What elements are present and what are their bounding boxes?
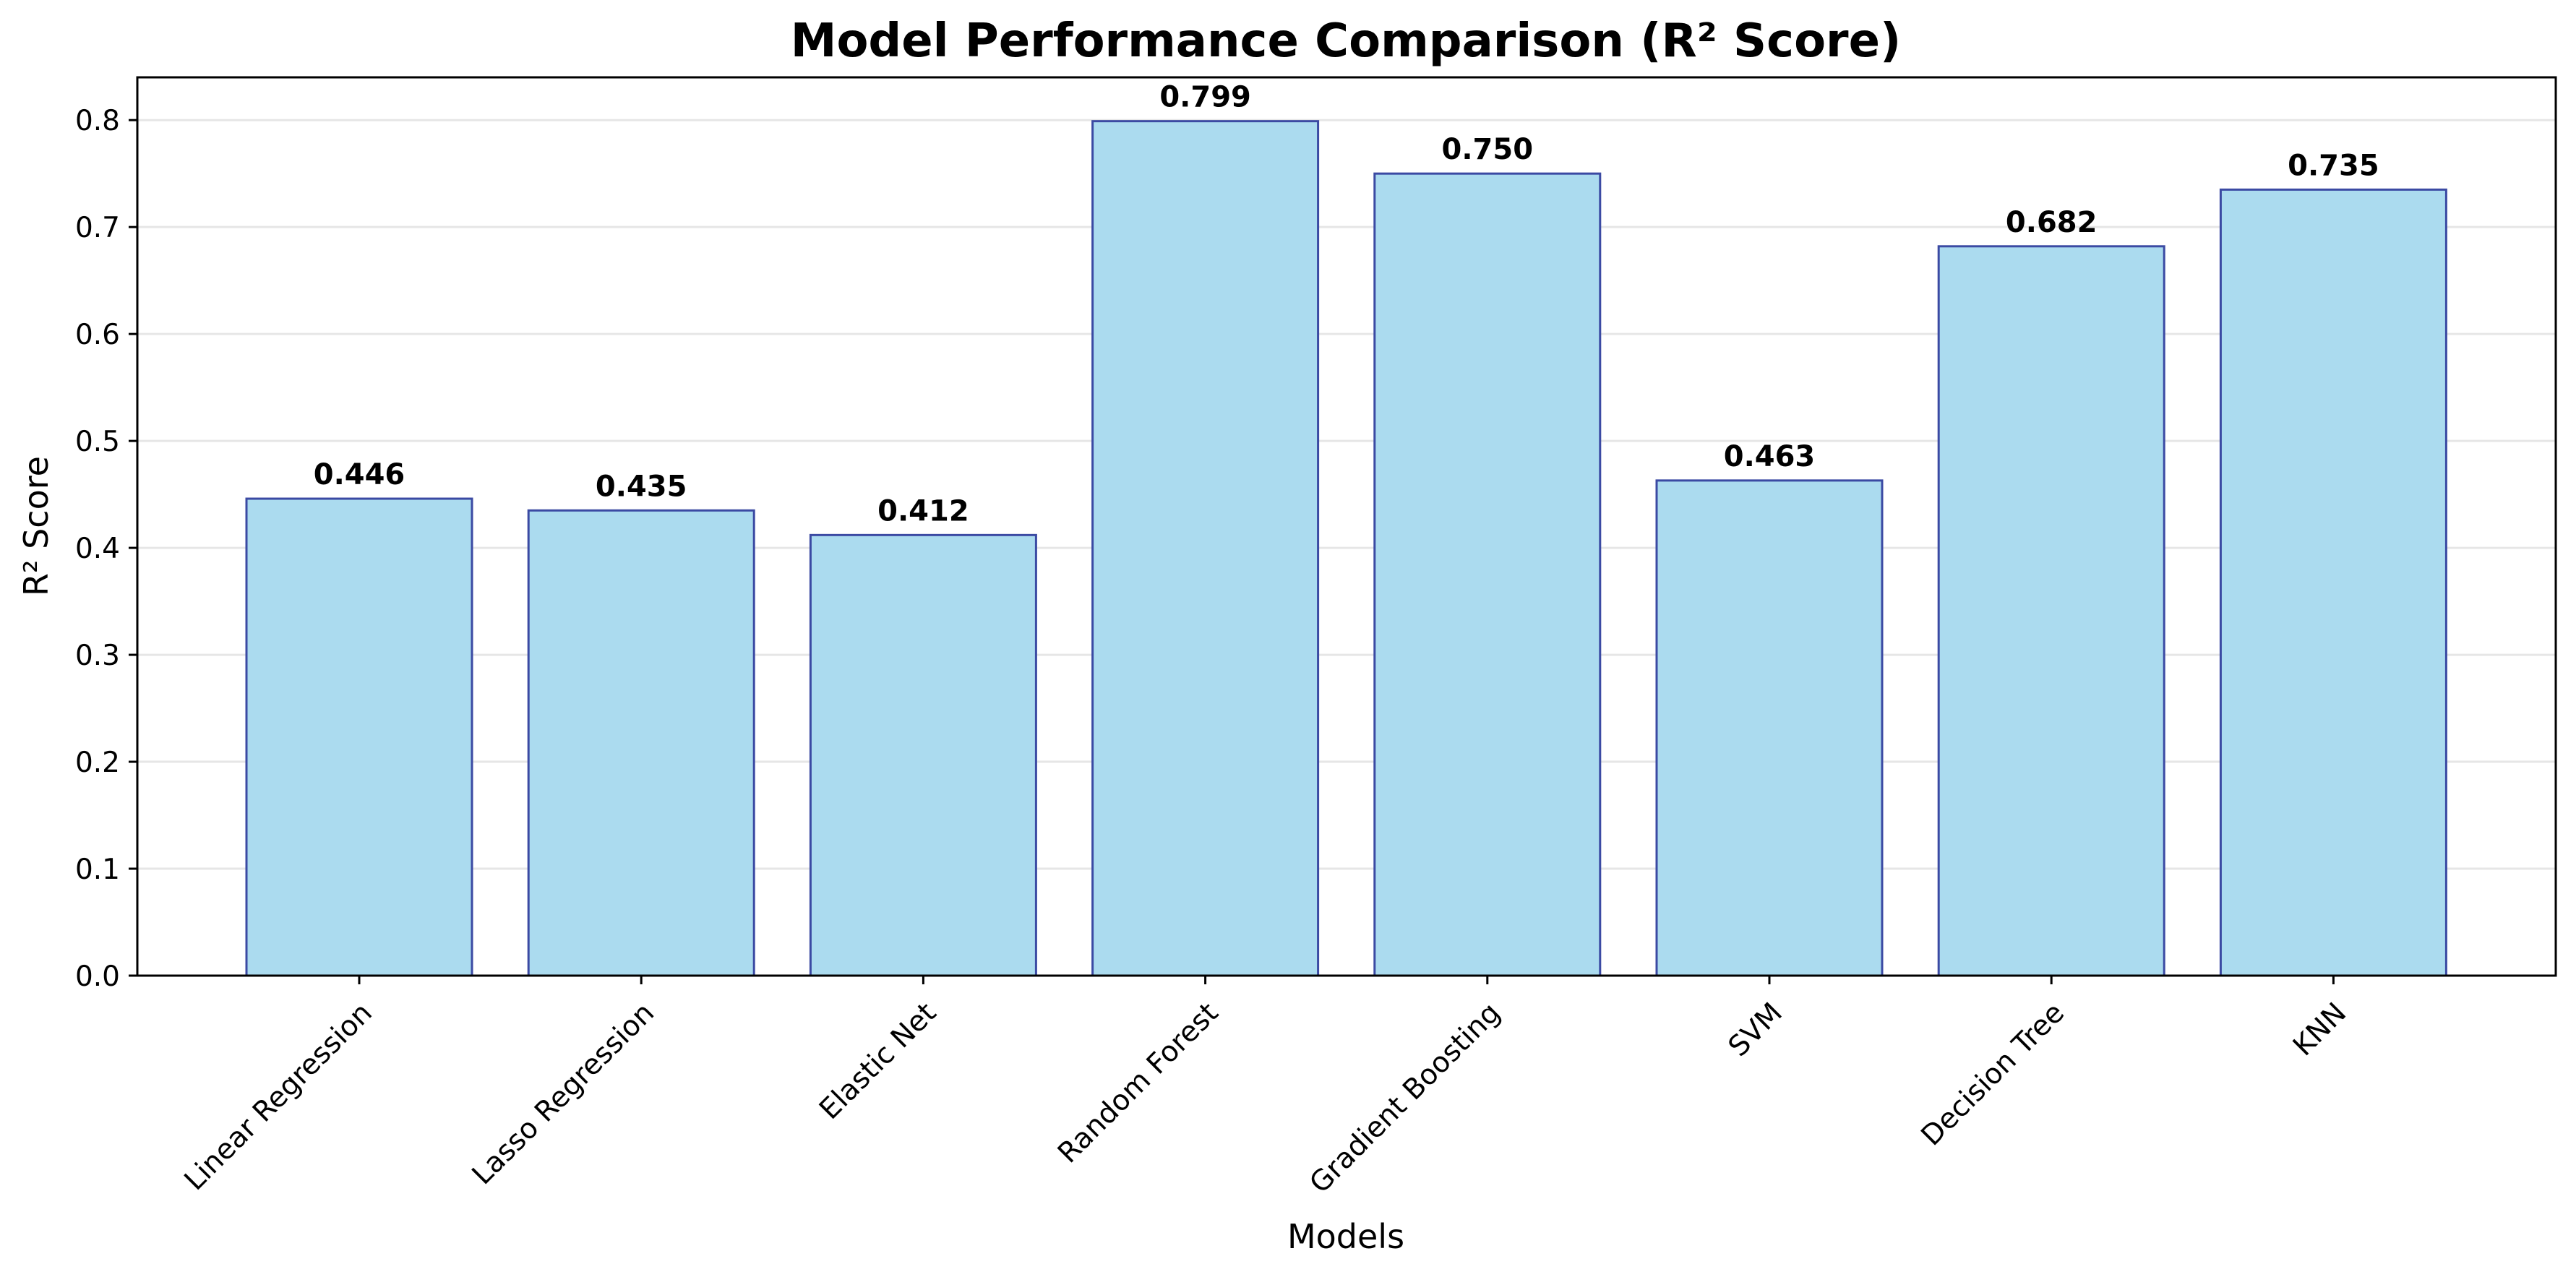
y-tick-label: 0.5 — [75, 426, 120, 458]
bar-value-label: 0.435 — [596, 470, 687, 503]
y-tick-label: 0.0 — [75, 960, 120, 993]
y-axis-ticks: 0.0 0.1 0.2 0.3 0.4 0.5 0.6 0.7 0.8 — [75, 105, 137, 993]
bar — [527, 509, 755, 977]
y-tick-label: 0.2 — [75, 747, 120, 779]
bars — [245, 120, 2447, 977]
chart-title: Model Performance Comparison (R² Score) — [791, 14, 1902, 68]
y-tick-label: 0.8 — [75, 105, 120, 137]
bar — [809, 533, 1037, 977]
y-tick-label: 0.1 — [75, 854, 120, 886]
bar — [1091, 120, 1320, 977]
bar-value-label: 0.446 — [314, 458, 405, 491]
bar-value-label: 0.750 — [1442, 133, 1534, 166]
bar-value-label: 0.799 — [1159, 81, 1251, 114]
bar-value-label: 0.735 — [2288, 149, 2379, 182]
x-axis-ticks: Linear Regression Lasso Regression Elastic… — [179, 976, 2353, 1200]
x-tick-label: Random Forest — [1052, 997, 1224, 1169]
x-tick-label: Elastic Net — [813, 997, 943, 1126]
x-tick-label: Linear Regression — [179, 997, 379, 1197]
bar-value-label: 0.682 — [2006, 206, 2098, 239]
bar — [2219, 188, 2447, 977]
x-tick-label: SVM — [1722, 997, 1789, 1063]
bar-value-label: 0.463 — [1724, 440, 1816, 473]
y-tick-label: 0.7 — [75, 212, 120, 244]
grid-lines — [137, 119, 2556, 977]
x-tick-label: Decision Tree — [1915, 997, 2071, 1152]
x-tick-label: Lasso Regression — [466, 997, 661, 1191]
bar — [245, 497, 473, 977]
x-axis-label: Models — [1287, 1217, 1404, 1256]
y-tick-label: 0.4 — [75, 533, 120, 565]
plot-frame — [136, 76, 2557, 977]
y-tick-label: 0.3 — [75, 640, 120, 672]
bar-value-label: 0.412 — [877, 494, 969, 528]
x-tick-label: Gradient Boosting — [1304, 997, 1507, 1200]
x-tick-label: KNN — [2287, 997, 2353, 1062]
bar — [1937, 245, 2165, 977]
bar — [1373, 172, 1602, 977]
y-axis-label: R² Score — [17, 456, 56, 596]
bar-value-labels: 0.446 0.435 0.412 0.799 0.750 0.463 0.682 0.735 — [314, 81, 2379, 528]
bar — [1655, 479, 1884, 977]
y-tick-label: 0.6 — [75, 319, 120, 351]
